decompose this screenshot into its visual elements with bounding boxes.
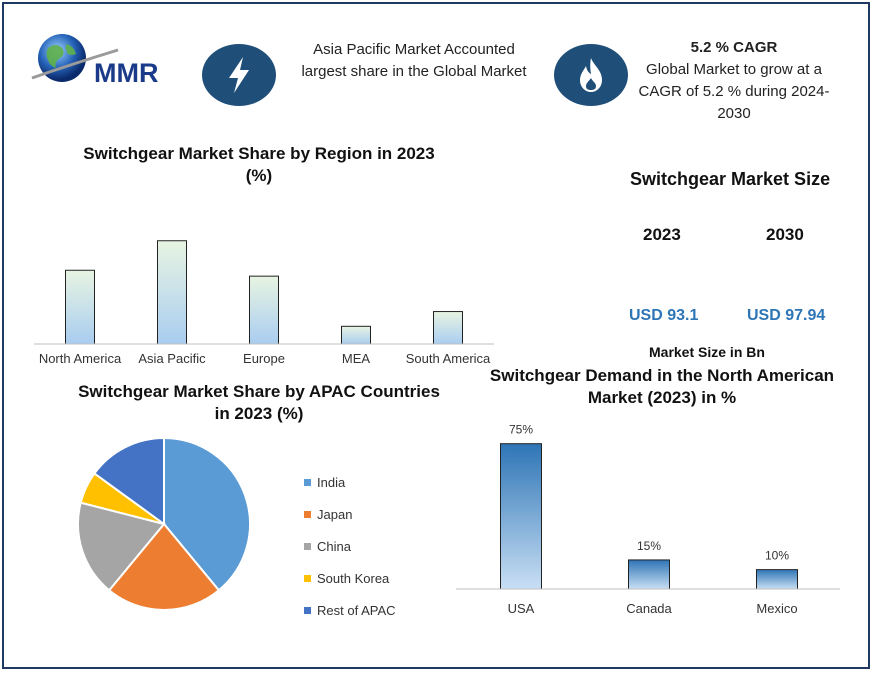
bar-mea <box>341 325 371 345</box>
slice-india <box>163 436 251 592</box>
legend-swatch <box>304 510 311 518</box>
legend-swatch <box>304 574 311 582</box>
tick-label-mexico: Mexico <box>756 601 797 616</box>
legend-item-india: India <box>304 466 396 498</box>
flame-icon-badge <box>554 44 628 106</box>
insight-asia-pacific-text: Asia Pacific Market Accounted largest sh… <box>301 41 527 80</box>
north-america-bar-chart: 75% USA 15% Canada 10% Mexico <box>456 423 840 616</box>
legend-item-japan: Japan <box>304 498 396 530</box>
apac-chart-title: Switchgear Market Share by APAC Countrie… <box>78 382 440 423</box>
slice-japan <box>107 522 221 611</box>
legend-swatch <box>304 606 311 614</box>
apac-pie-chart <box>77 436 251 611</box>
globe-logo-icon: MMR <box>31 34 158 88</box>
market-size-value-2023: USD 93.1 <box>629 307 699 324</box>
region-bar-chart: North America Asia Pacific Europe MEA South … <box>34 240 494 366</box>
flame-icon <box>580 58 602 92</box>
data-label-canada: 15% <box>637 539 661 553</box>
cagr-title: 5.2 % CAGR <box>690 39 778 56</box>
bar-north-america <box>65 269 95 345</box>
tick-label-europe: Europe <box>243 351 285 366</box>
bar-europe <box>249 275 279 345</box>
bar-usa <box>500 443 542 590</box>
market-size-year-2030: 2030 <box>766 225 804 244</box>
legend-item-rest-of-apac: Rest of APAC <box>304 594 396 626</box>
market-size-value-2030: USD 97.94 <box>747 307 826 324</box>
tick-label-south-america: South America <box>406 351 491 366</box>
logo-text: MMR <box>94 58 158 88</box>
region-chart-title: Switchgear Market Share by Region in 202… <box>83 144 435 185</box>
data-label-usa: 75% <box>509 423 533 437</box>
tick-label-mea: MEA <box>342 351 371 366</box>
cagr-description: Global Market to grow at a CAGR of 5.2 %… <box>638 61 830 122</box>
legend-label: Japan <box>317 506 353 522</box>
market-size-caption: Market Size in Bn <box>649 344 765 360</box>
legend-label: Rest of APAC <box>317 602 396 618</box>
apac-pie-legend: India Japan China South Korea Rest of APAC <box>304 466 396 626</box>
legend-item-china: China <box>304 530 396 562</box>
tick-label-north-america: North America <box>39 351 122 366</box>
legend-swatch <box>304 542 311 550</box>
bar-mexico <box>756 569 798 590</box>
slice-china <box>77 501 166 592</box>
tick-label-usa: USA <box>508 601 535 616</box>
bar-south-america <box>433 311 463 345</box>
tick-label-asia-pacific: Asia Pacific <box>138 351 206 366</box>
lightning-icon-badge <box>202 44 276 106</box>
market-size-title: Switchgear Market Size <box>630 169 831 189</box>
data-label-mexico: 10% <box>765 549 789 563</box>
north-america-chart-title: Switchgear Demand in the North American … <box>489 366 835 407</box>
tick-label-canada: Canada <box>626 601 672 616</box>
lightning-icon <box>229 57 249 93</box>
bar-canada <box>628 559 670 590</box>
mmr-logo: MMR <box>26 26 186 96</box>
legend-swatch <box>304 478 311 486</box>
cagr-block: 5.2 % CAGR Global Market to grow at a CA… <box>632 37 836 125</box>
legend-label: China <box>317 538 351 554</box>
legend-label: South Korea <box>317 570 390 586</box>
slice-rest-of-apac <box>93 436 165 526</box>
legend-item-south-korea: South Korea <box>304 562 396 594</box>
market-size-year-2023: 2023 <box>643 225 681 244</box>
bar-asia-pacific <box>157 240 187 345</box>
legend-label: India <box>317 474 346 490</box>
